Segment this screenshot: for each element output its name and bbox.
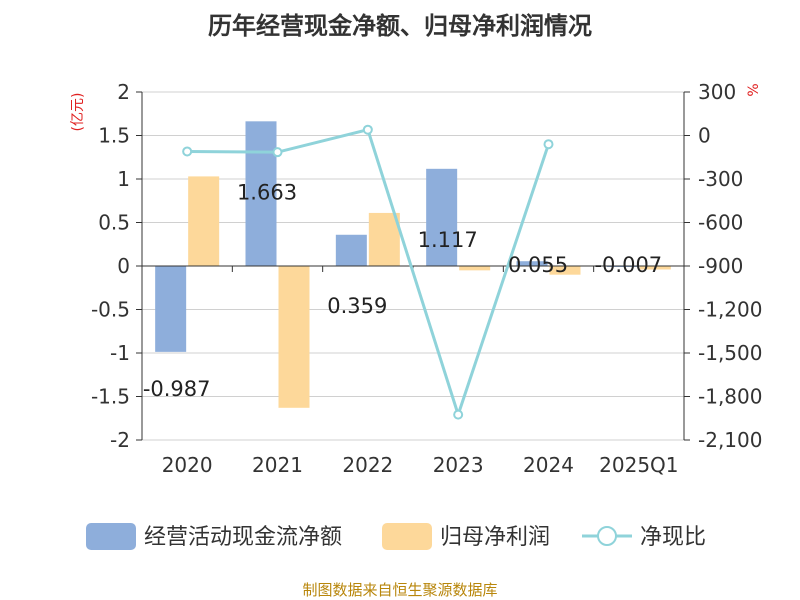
legend-label: 经营活动现金流净额 — [144, 525, 342, 550]
right-tick-label: 0 — [698, 124, 711, 148]
ratio-point — [453, 409, 464, 420]
left-tick-label: 1.5 — [98, 124, 130, 148]
left-tick-label: -0.5 — [91, 298, 130, 322]
left-tick-label: 0 — [117, 254, 130, 278]
ratio-series-line — [187, 127, 550, 420]
x-tick-label: 2021 — [252, 453, 303, 477]
cash-flow-data-label: 0.055 — [508, 253, 568, 277]
right-tick-label: -2,100 — [698, 428, 762, 452]
bars — [155, 121, 671, 408]
ratio-point — [272, 147, 283, 158]
cash-flow-bar — [516, 261, 548, 266]
ratio-point — [543, 139, 554, 150]
legend-label: 净现比 — [640, 525, 706, 550]
chart-title: 历年经营现金净额、归母净利润情况 — [208, 12, 592, 40]
right-axis-unit: % — [746, 83, 762, 96]
right-tick-label: -1,500 — [698, 341, 762, 365]
ratio-line — [182, 124, 554, 420]
cash-flow-data-label: 1.663 — [237, 180, 297, 204]
legend-swatch — [86, 523, 136, 550]
x-tick-label: 2025Q1 — [599, 453, 678, 477]
left-tick-label: 0.5 — [98, 211, 130, 235]
net-profit-bar — [549, 266, 581, 275]
cash-flow-data-label: 0.359 — [327, 294, 387, 318]
right-tick-label: -1,200 — [698, 298, 762, 322]
cash-flow-data-label: 1.117 — [418, 228, 478, 252]
left-tick-label: -2 — [110, 428, 130, 452]
x-tick-label: 2022 — [342, 453, 393, 477]
cash-flow-bar — [426, 168, 458, 266]
net-profit-bar — [278, 266, 310, 408]
left-tick-label: 1 — [117, 167, 130, 191]
legend: 经营活动现金流净额 归母净利润 净现比 — [86, 523, 706, 550]
legend-marker — [597, 526, 617, 546]
right-tick-label: -300 — [698, 167, 743, 191]
net-profit-bar — [459, 266, 491, 271]
legend-label: 归母净利润 — [440, 525, 550, 550]
net-profit-bar — [639, 266, 671, 270]
legend-swatch — [382, 523, 432, 550]
left-tick-label: 2 — [117, 80, 130, 104]
ratio-point — [182, 146, 193, 157]
cash-flow-bar — [245, 121, 277, 266]
x-tick-label: 2020 — [162, 453, 213, 477]
right-tick-label: -900 — [698, 254, 743, 278]
net-profit-bar — [188, 176, 220, 266]
x-tick-label: 2024 — [523, 453, 574, 477]
right-tick-label: -1,800 — [698, 385, 762, 409]
data-labels: -0.987 1.663 0.359 1.117 0.055 -0.007 — [143, 180, 662, 401]
cash-flow-data-label: -0.987 — [143, 377, 211, 401]
cash-flow-bar — [335, 234, 367, 266]
left-axis-unit: (亿元) — [70, 93, 86, 132]
net-profit-bar — [368, 212, 400, 266]
axes: 2 1.5 1 0.5 0 -0.5 -1 -1.5 -2 300 0 -300 -600 -900 -1,… — [70, 80, 762, 477]
left-tick-label: -1.5 — [91, 385, 130, 409]
cash-flow-bar — [155, 266, 187, 352]
ratio-point — [362, 124, 373, 135]
left-tick-label: -1 — [110, 341, 130, 365]
cash-flow-data-label: -0.007 — [594, 253, 662, 277]
right-tick-label: -600 — [698, 211, 743, 235]
right-tick-label: 300 — [698, 80, 736, 104]
source-note: 制图数据来自恒生聚源数据库 — [302, 581, 497, 599]
x-tick-label: 2023 — [433, 453, 484, 477]
